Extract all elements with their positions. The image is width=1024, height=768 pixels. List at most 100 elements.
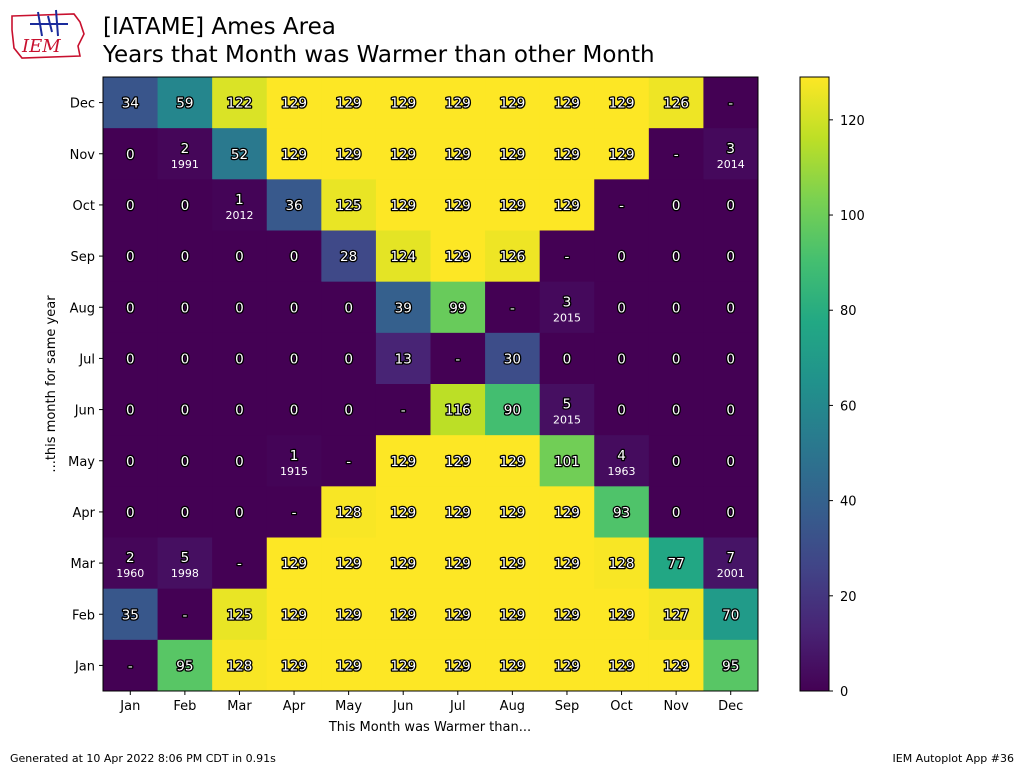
- y-tick-label: Mar: [70, 557, 95, 572]
- cell-value-label: 129: [390, 658, 416, 674]
- cell-value-label: 39: [395, 300, 412, 316]
- cell-value-label: 129: [499, 96, 525, 112]
- x-tick-label: Aug: [500, 699, 525, 714]
- heatmap-cell: [648, 384, 704, 436]
- cell-value-label: 0: [617, 351, 626, 367]
- cell-value-label: 129: [336, 96, 362, 112]
- heatmap-cell: [430, 384, 486, 436]
- cell-year-label: 1960: [116, 567, 144, 580]
- cell-value-label: -: [182, 607, 187, 623]
- plot-frame: [102, 76, 759, 692]
- heatmap-cell: [157, 639, 213, 692]
- heatmap-cell: [703, 384, 759, 436]
- heatmap-cell: [594, 128, 650, 180]
- heatmap-cell: [430, 281, 486, 334]
- cell-value-label: 3: [563, 294, 572, 310]
- heatmap-cell: [648, 588, 704, 641]
- cell-value-label: 129: [336, 607, 362, 623]
- heatmap-cell: [539, 639, 595, 692]
- cell-value-label: 1: [235, 192, 244, 208]
- heatmap-cell: [103, 230, 159, 283]
- x-tick-label: Sep: [555, 699, 580, 714]
- cell-value-label: 129: [445, 198, 471, 214]
- heatmap-cell: [703, 435, 759, 487]
- cell-value-label: 0: [563, 351, 572, 367]
- heatmap-cell: [212, 128, 268, 180]
- colorbar-axis: 0 20 40 60 80 100 120: [829, 114, 865, 700]
- x-tick-label: Nov: [663, 699, 689, 714]
- heatmap-cell: [539, 230, 595, 283]
- heatmap-cell: [375, 639, 431, 692]
- heatmap-cell: [539, 128, 595, 180]
- cell-value-label: 0: [672, 300, 681, 316]
- cell-value-label: 0: [344, 351, 353, 367]
- heatmap-cell: [485, 588, 541, 641]
- cell-value-label: -: [674, 147, 679, 163]
- cell-value-label: 0: [290, 403, 299, 419]
- heatmap-cell: [594, 537, 650, 590]
- cell-value-label: 0: [726, 249, 735, 265]
- cell-value-label: 0: [617, 249, 626, 265]
- heatmap-cell: [539, 588, 595, 641]
- cell-value-label: 0: [617, 300, 626, 316]
- colorbar-tick-label: 0: [840, 685, 848, 700]
- colorbar-tick-label: 40: [840, 495, 857, 510]
- heatmap-cell: [321, 588, 377, 641]
- cell-value-label: 129: [281, 556, 307, 572]
- cell-value-label: 0: [181, 249, 190, 265]
- heatmap-cell: [430, 588, 486, 641]
- heatmap-cell: [648, 537, 704, 590]
- cell-value-label: 2: [126, 550, 135, 566]
- colorbar-tick-label: 20: [840, 590, 857, 605]
- heatmap-cell: [321, 281, 377, 334]
- heatmap-cell: [375, 435, 431, 487]
- heatmap-cell: [485, 179, 541, 231]
- logo-text: IEM: [21, 36, 61, 57]
- heatmap-cell: [594, 384, 650, 436]
- y-tick-label: May: [68, 455, 95, 470]
- cell-value-label: 0: [344, 403, 353, 419]
- heatmap-cell: [485, 332, 541, 385]
- cell-value-label: 70: [722, 607, 739, 623]
- cell-value-label: 0: [126, 300, 135, 316]
- cell-value-label: 101: [554, 454, 580, 470]
- heatmap-cell: [266, 537, 322, 590]
- cell-value-label: 1: [290, 448, 299, 464]
- y-tick-label: Apr: [73, 506, 96, 521]
- heatmap-cell: [212, 486, 268, 538]
- cell-year-label: 2015: [553, 311, 581, 324]
- cell-value-label: 0: [126, 351, 135, 367]
- cell-value-label: 128: [227, 658, 253, 674]
- heatmap-cell: [485, 639, 541, 692]
- heatmap-cell: [594, 435, 650, 487]
- app-id-label: IEM Autoplot App #36: [892, 752, 1015, 765]
- cell-value-label: 129: [609, 658, 635, 674]
- heatmap-cell: [703, 486, 759, 538]
- cell-value-label: 0: [126, 505, 135, 521]
- cell-value-label: 0: [344, 300, 353, 316]
- cell-value-label: 0: [126, 454, 135, 470]
- y-tick-label: Jan: [74, 659, 95, 674]
- cell-value-label: 0: [126, 249, 135, 265]
- heatmap-cell: [103, 384, 159, 436]
- heatmap-cell: [539, 332, 595, 385]
- x-axis: Jan Feb Mar Apr May Jun Jul Aug Sep Oct Nov Dec: [119, 691, 743, 714]
- cell-value-label: 0: [290, 351, 299, 367]
- cell-value-label: 129: [445, 658, 471, 674]
- heatmap-cell: [648, 128, 704, 180]
- heatmap-cell: [157, 77, 213, 129]
- cell-value-label: 0: [726, 403, 735, 419]
- heatmap-cell: [375, 179, 431, 231]
- cell-value-label: 0: [235, 249, 244, 265]
- cell-value-label: 129: [499, 198, 525, 214]
- cell-value-label: 129: [445, 249, 471, 265]
- heatmap-cell: [212, 435, 268, 487]
- cell-value-label: 129: [445, 96, 471, 112]
- y-tick-label: Sep: [70, 250, 95, 265]
- cell-value-label: 0: [672, 249, 681, 265]
- heatmap-cell: [703, 332, 759, 385]
- cell-year-label: 2015: [553, 414, 581, 427]
- cell-value-label: 5: [181, 550, 190, 566]
- heatmap-cell: [266, 179, 322, 231]
